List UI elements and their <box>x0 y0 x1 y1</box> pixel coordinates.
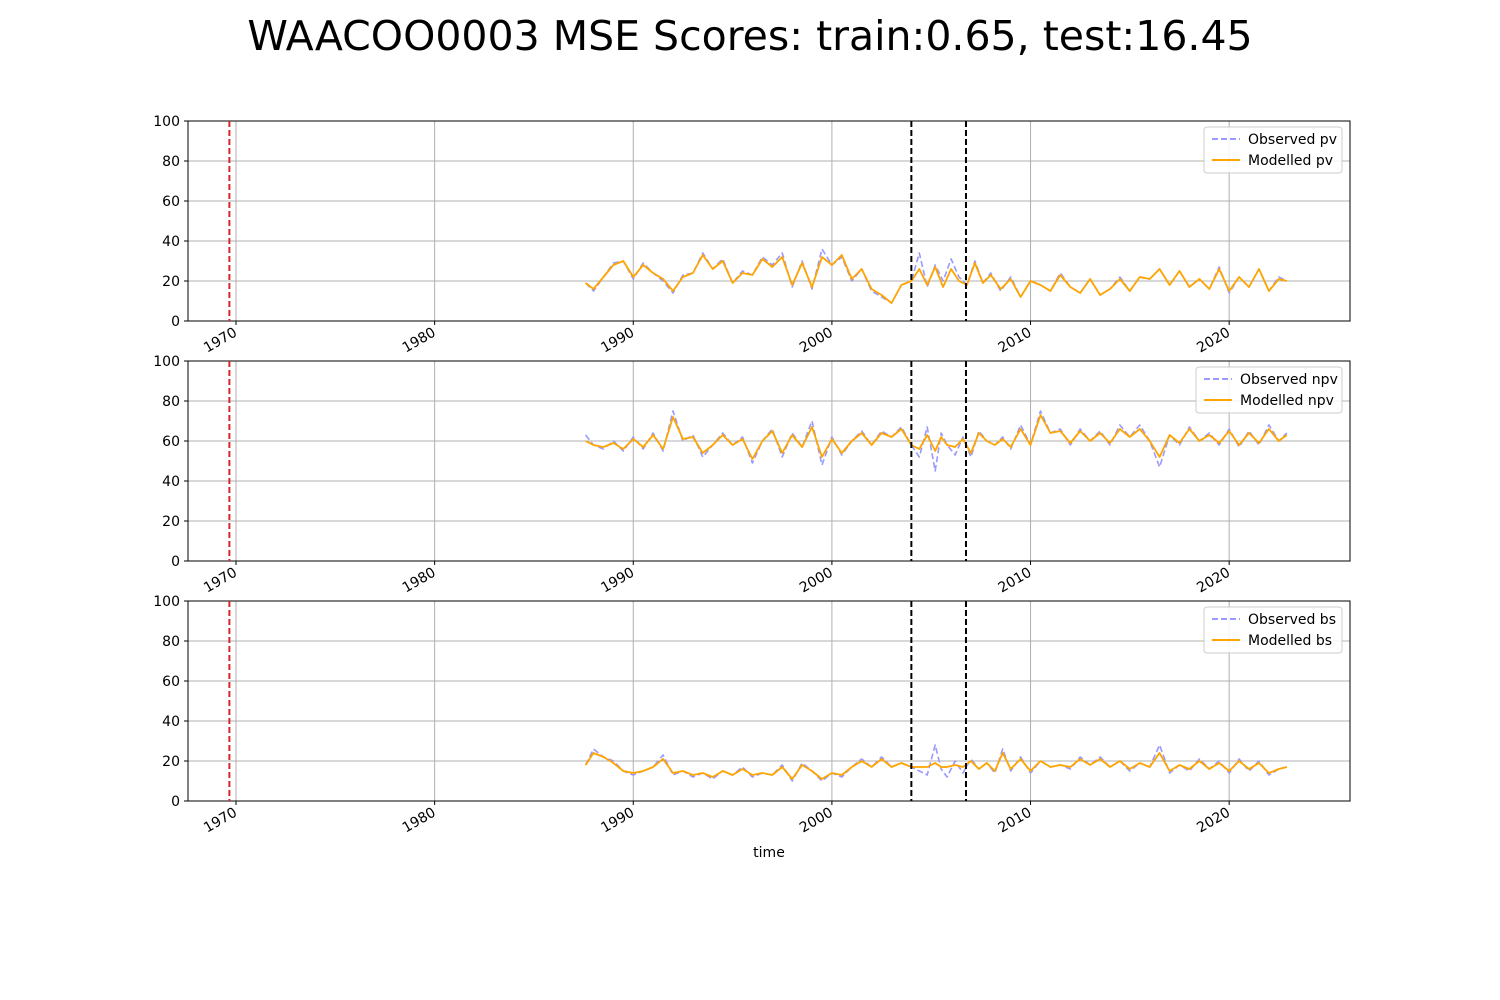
observed-series-line <box>584 410 1288 472</box>
y-tick-label: 20 <box>162 754 180 770</box>
y-tick-label: 0 <box>171 794 180 810</box>
figure-title: WAACOO0003 MSE Scores: train:0.65, test:… <box>247 12 1253 60</box>
y-tick-label: 40 <box>162 234 180 250</box>
x-tick-label: 2000 <box>797 325 836 357</box>
x-tick-label: 1990 <box>598 325 637 357</box>
x-tick-label: 2010 <box>996 805 1035 837</box>
x-tick-label: 1980 <box>400 325 439 357</box>
x-tick-label: 2020 <box>1194 805 1233 837</box>
x-tick-label: 1980 <box>400 805 439 837</box>
modelled-series-line <box>585 254 1288 304</box>
axes-frame <box>187 600 1351 802</box>
y-tick-label: 40 <box>162 714 180 730</box>
x-tick-label: 2000 <box>797 805 836 837</box>
y-tick-label: 60 <box>162 434 180 450</box>
x-tick-label: 1990 <box>598 805 637 837</box>
x-tick-label: 2000 <box>797 565 836 597</box>
legend-box <box>1195 366 1343 414</box>
axes-frame <box>187 360 1351 562</box>
y-tick-label: 0 <box>171 554 180 570</box>
modelled-series-line <box>585 414 1288 460</box>
y-tick-label: 0 <box>171 314 180 330</box>
legend-label: Observed bs <box>1248 612 1336 628</box>
y-tick-label: 20 <box>162 274 180 290</box>
y-tick-label: 20 <box>162 514 180 530</box>
y-tick-label: 100 <box>153 354 180 370</box>
y-tick-label: 80 <box>162 154 180 170</box>
legend-label: Modelled npv <box>1240 393 1334 409</box>
legend-label: Observed npv <box>1240 372 1338 388</box>
y-tick-label: 40 <box>162 474 180 490</box>
modelled-series-line <box>584 752 1288 780</box>
x-tick-label: 1970 <box>201 325 240 357</box>
y-tick-label: 80 <box>162 394 180 410</box>
x-tick-label: 2010 <box>996 565 1035 597</box>
legend-label: Modelled pv <box>1248 153 1333 169</box>
y-tick-label: 80 <box>162 634 180 650</box>
legend-box <box>1203 606 1343 654</box>
y-tick-label: 100 <box>153 114 180 130</box>
y-tick-label: 100 <box>153 594 180 610</box>
legend-label: Modelled bs <box>1248 633 1332 649</box>
x-tick-label: 1990 <box>598 565 637 597</box>
x-axis-label: time <box>753 845 785 861</box>
legend-box <box>1203 126 1343 174</box>
x-tick-label: 2020 <box>1194 325 1233 357</box>
axes-frame <box>187 120 1351 322</box>
y-tick-label: 60 <box>162 194 180 210</box>
x-tick-label: 2010 <box>996 325 1035 357</box>
y-tick-label: 60 <box>162 674 180 690</box>
x-tick-label: 2020 <box>1194 565 1233 597</box>
x-tick-label: 1980 <box>400 565 439 597</box>
x-tick-label: 1970 <box>201 565 240 597</box>
legend-label: Observed pv <box>1248 132 1337 148</box>
x-tick-label: 1970 <box>201 805 240 837</box>
